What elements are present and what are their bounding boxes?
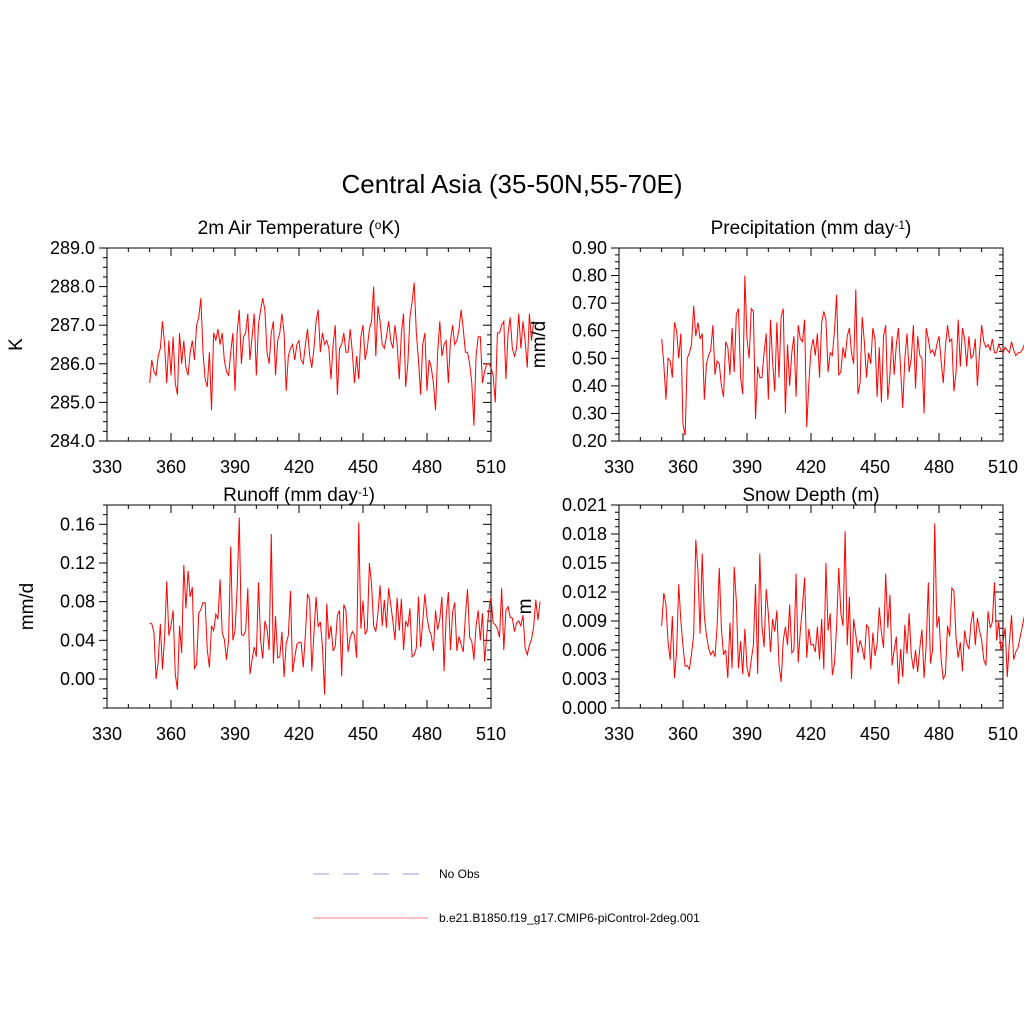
x-tick-label: 330 (92, 457, 122, 477)
plot-frame (106, 504, 492, 709)
y-axis-label: K (6, 338, 27, 351)
series-line (661, 523, 1024, 684)
y-tick-label: 284.0 (50, 431, 95, 451)
x-tick-label: 390 (220, 457, 250, 477)
chart-panel-3: Runoff (mm day-1) mm/d 330 360 390 420 450 480 5… (17, 485, 541, 744)
x-tick-label: 360 (668, 457, 698, 477)
panel-title: Precipitation (mm day-1) (711, 218, 912, 239)
x-tick-label: 450 (348, 457, 378, 477)
legend-label-model: b.e21.B1850.f19_g17.CMIP6-piControl-2deg… (439, 911, 700, 925)
y-tick-label: 288.0 (50, 277, 95, 297)
x-tick-label: 450 (860, 457, 890, 477)
panel-title: 2m Air Temperature (oK) (198, 218, 401, 239)
series-line (149, 282, 535, 426)
panel-title-part: -1 (358, 485, 369, 499)
plot-frame (618, 504, 1004, 709)
x-tick-label: 360 (668, 724, 698, 744)
x-tick-label: 450 (860, 724, 890, 744)
panel-title: Runoff (mm day-1) (223, 485, 375, 506)
x-tick-label: 330 (604, 457, 634, 477)
panel-title-part: -1 (894, 218, 905, 232)
chart-panel-4: Snow Depth (m) m 330 360 390 420 450 480 510 0.00… (515, 485, 1024, 744)
panel-title-part: ) (369, 485, 375, 506)
x-tick-label: 480 (924, 724, 954, 744)
y-tick-label: 0.70 (572, 293, 607, 313)
y-tick-label: 0.50 (572, 348, 607, 368)
x-tick-label: 480 (924, 457, 954, 477)
y-tick-label: 0.90 (572, 238, 607, 258)
y-tick-label: 0.009 (562, 611, 607, 631)
y-tick-label: 285.0 (50, 392, 95, 412)
x-tick-label: 510 (988, 724, 1018, 744)
y-tick-label: 0.015 (562, 553, 607, 573)
x-tick-label: 420 (796, 457, 826, 477)
panel-title: Snow Depth (m) (742, 485, 879, 506)
series-line (149, 517, 541, 695)
y-tick-label: 287.0 (50, 315, 95, 335)
x-tick-label: 420 (796, 724, 826, 744)
y-tick-label: 0.80 (572, 266, 607, 286)
y-tick-label: 0.40 (572, 376, 607, 396)
y-tick-label: 0.12 (60, 553, 95, 573)
series-line (661, 275, 1024, 436)
y-tick-label: 0.20 (572, 431, 607, 451)
y-tick-label: 0.003 (562, 669, 607, 689)
y-tick-label: 0.021 (562, 495, 607, 515)
x-tick-label: 420 (284, 457, 314, 477)
y-tick-label: 0.000 (562, 698, 607, 718)
x-tick-label: 510 (476, 724, 506, 744)
panel-title-part: Precipitation (mm day (711, 218, 895, 239)
panel-title-part: ) (905, 218, 911, 239)
panel-title-part: K) (381, 218, 400, 239)
panel-title-part: o (375, 218, 382, 232)
y-axis-label: mm/d (529, 321, 550, 369)
x-tick-label: 390 (220, 724, 250, 744)
y-tick-label: 0.30 (572, 403, 607, 423)
x-tick-label: 480 (412, 457, 442, 477)
chart-panel-1: 2m Air Temperature (oK) K 330 360 390 420 450 4… (6, 218, 535, 477)
y-tick-label: 0.006 (562, 640, 607, 660)
y-tick-label: 0.00 (60, 669, 95, 689)
panel-title-part: Runoff (mm day (223, 485, 358, 506)
panel-title-part: Snow Depth (m) (742, 485, 879, 506)
y-axis-label: mm/d (17, 583, 38, 631)
x-tick-label: 420 (284, 724, 314, 744)
x-tick-label: 360 (156, 457, 186, 477)
x-tick-label: 390 (732, 724, 762, 744)
x-tick-label: 510 (476, 457, 506, 477)
y-tick-label: 0.08 (60, 592, 95, 612)
x-tick-label: 510 (988, 457, 1018, 477)
y-tick-label: 0.60 (572, 321, 607, 341)
y-tick-label: 289.0 (50, 238, 95, 258)
y-tick-label: 286.0 (50, 354, 95, 374)
y-tick-label: 0.16 (60, 514, 95, 534)
y-tick-label: 0.012 (562, 582, 607, 602)
legend: No Obs b.e21.B1850.f19_g17.CMIP6-piContr… (313, 867, 700, 925)
y-tick-label: 0.04 (60, 630, 95, 650)
y-tick-label: 0.018 (562, 524, 607, 544)
legend-label-no-obs: No Obs (439, 867, 480, 881)
chart-panels: 2m Air Temperature (oK) K 330 360 390 420 450 4… (6, 218, 1024, 744)
y-axis-label: m (515, 599, 536, 615)
figure-title: Central Asia (35-50N,55-70E) (341, 169, 682, 199)
panel-title-part: 2m Air Temperature ( (198, 218, 376, 239)
x-tick-label: 390 (732, 457, 762, 477)
x-tick-label: 330 (604, 724, 634, 744)
x-tick-label: 480 (412, 724, 442, 744)
chart-panel-2: Precipitation (mm day-1) mm/d 330 360 390 420… (529, 218, 1024, 477)
x-tick-label: 360 (156, 724, 186, 744)
x-tick-label: 450 (348, 724, 378, 744)
x-tick-label: 330 (92, 724, 122, 744)
